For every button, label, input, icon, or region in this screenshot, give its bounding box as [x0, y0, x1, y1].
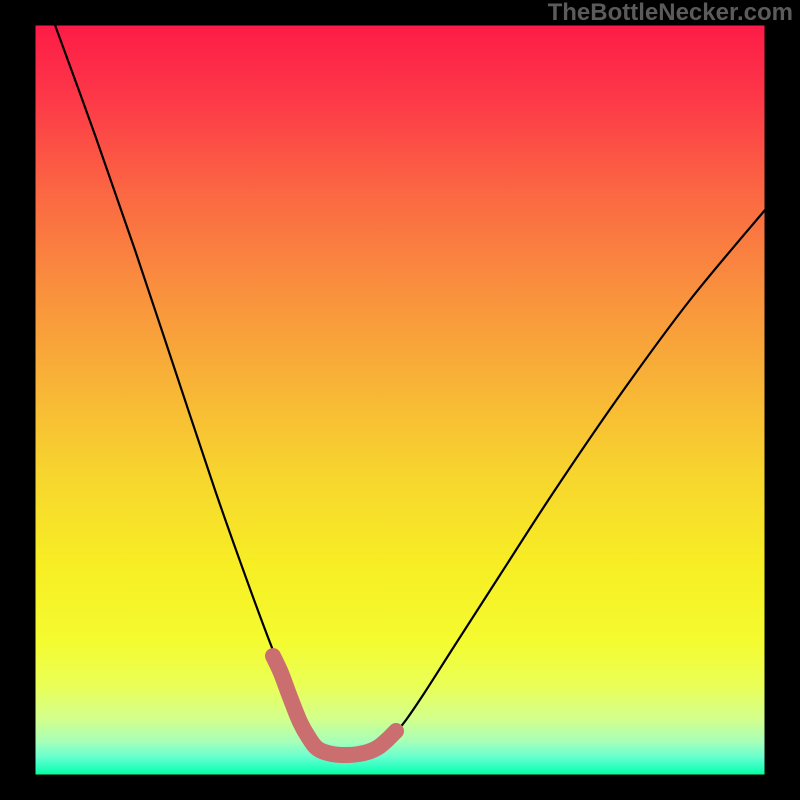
watermark-label: TheBottleNecker.com: [548, 0, 793, 27]
gradient-background: [35, 25, 765, 775]
chart-canvas: [0, 0, 800, 800]
